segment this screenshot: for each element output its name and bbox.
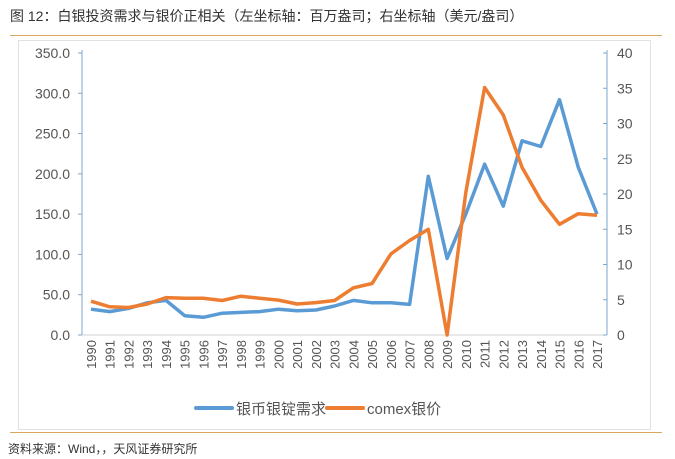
x-tick-label: 1990 — [84, 340, 99, 369]
x-tick-label: 1993 — [140, 340, 155, 369]
left-tick-label: 100.0 — [35, 246, 70, 262]
right-tick-label: 35 — [617, 80, 633, 96]
x-tick-label: 1997 — [215, 340, 230, 369]
series-line-2 — [90, 85, 598, 337]
x-tick-label: 2010 — [459, 340, 474, 369]
x-tick-label: 1992 — [121, 340, 136, 369]
x-tick-label: 1999 — [253, 340, 268, 369]
x-tick-label: 2000 — [271, 340, 286, 369]
legend-label-1: 银币银锭需求 — [236, 401, 326, 418]
series-line-1 — [90, 97, 599, 320]
x-tick-label: 2011 — [478, 340, 493, 368]
x-tick-label: 2015 — [553, 340, 568, 369]
left-tick-label: 50.0 — [43, 287, 70, 303]
source-note: 资料来源：Wind，，天风证券研究所 — [8, 442, 198, 456]
x-tick-label: 2017 — [590, 340, 605, 369]
x-tick-label: 1996 — [196, 340, 211, 369]
x-tick-label: 2016 — [571, 340, 586, 369]
left-tick-label: 200.0 — [35, 166, 70, 182]
right-tick-label: 5 — [617, 292, 625, 308]
x-tick-label: 2012 — [496, 340, 511, 369]
x-tick-label: 2003 — [328, 340, 343, 369]
right-tick-label: 0 — [617, 327, 625, 343]
right-tick-label: 15 — [617, 221, 633, 237]
right-tick-label: 20 — [617, 186, 633, 202]
x-tick-label: 2008 — [421, 340, 436, 369]
left-tick-label: 150.0 — [35, 206, 70, 222]
x-tick-label: 2007 — [403, 340, 418, 369]
x-tick-label: 2001 — [290, 340, 305, 369]
x-tick-label: 1991 — [103, 340, 118, 369]
chart-frame — [18, 40, 651, 430]
bottom-divider — [10, 432, 662, 433]
x-tick-label: 2002 — [309, 340, 324, 369]
left-tick-label: 350.0 — [35, 45, 70, 61]
right-tick-label: 10 — [617, 257, 633, 273]
right-tick-label: 40 — [617, 45, 633, 61]
x-tick-label: 1998 — [234, 340, 249, 369]
x-tick-label: 1994 — [159, 340, 174, 369]
legend-label-2: comex银价 — [367, 401, 441, 418]
x-tick-label: 2009 — [440, 340, 455, 369]
top-divider — [10, 35, 662, 36]
right-tick-label: 30 — [617, 116, 633, 132]
x-tick-label: 2006 — [384, 340, 399, 369]
x-tick-label: 1995 — [178, 340, 193, 369]
left-tick-label: 250.0 — [35, 126, 70, 142]
left-tick-label: 300.0 — [35, 85, 70, 101]
x-tick-label: 2013 — [515, 340, 530, 369]
right-tick-label: 25 — [617, 151, 633, 167]
x-tick-label: 2004 — [346, 340, 361, 369]
x-tick-label: 2005 — [365, 340, 380, 369]
x-tick-label: 2014 — [534, 340, 549, 369]
figure-title: 图 12：白银投资需求与银价正相关（左坐标轴：百万盎司；右坐标轴（美元/盎司） — [10, 8, 524, 24]
left-tick-label: 0.0 — [51, 327, 71, 343]
